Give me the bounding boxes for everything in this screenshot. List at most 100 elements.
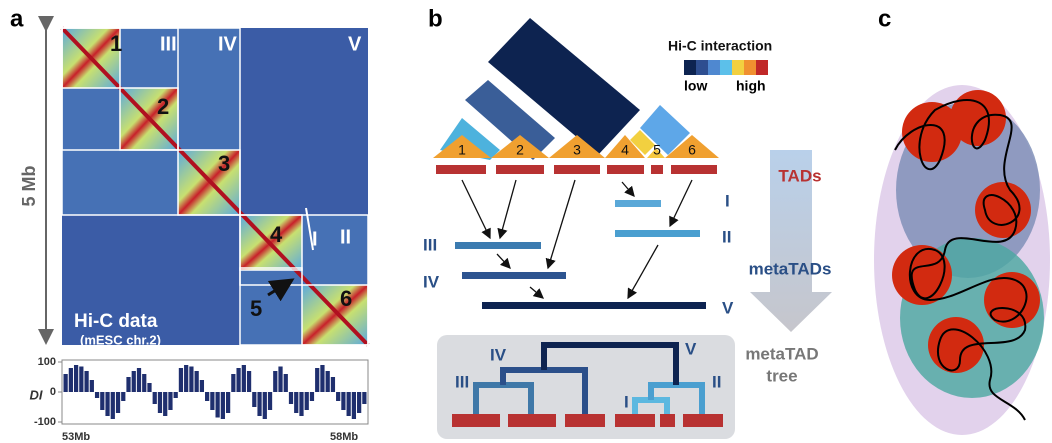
di-bar	[242, 365, 246, 392]
legend-scale	[684, 60, 768, 75]
panel-label: b	[428, 5, 443, 32]
di-bar	[315, 368, 319, 392]
di-bar	[231, 374, 235, 392]
di-bar	[357, 392, 361, 413]
axis-label: 5 Mb	[19, 165, 39, 206]
di-bar	[294, 392, 298, 413]
metatad-label: II	[722, 227, 731, 246]
stage-label: metaTAD	[745, 344, 818, 363]
di-bar	[210, 392, 214, 410]
di-bar	[95, 392, 99, 398]
di-bar	[320, 365, 324, 392]
di-bar	[200, 380, 204, 392]
stage-label: TADs	[778, 166, 821, 185]
tad-label: 1	[110, 31, 122, 56]
di-bar	[168, 392, 172, 410]
tad-label: 2	[157, 94, 169, 119]
di-bar	[284, 374, 288, 392]
di-bar	[147, 383, 151, 392]
di-bar	[179, 368, 183, 392]
metatad-label: IV	[423, 272, 440, 291]
di-bar	[111, 392, 115, 419]
metatad-label: III	[423, 235, 437, 254]
di-bar	[163, 392, 167, 416]
figure: a 5 Mb 1 2 3 4 5 6 I II III IV V Hi-C da…	[0, 0, 1052, 443]
metatad-bar	[482, 302, 706, 309]
metatad-bar	[455, 242, 541, 249]
di-bar	[257, 392, 261, 416]
di-label: DI	[30, 387, 43, 402]
di-bar	[100, 392, 104, 410]
tad-label: 5	[250, 296, 262, 321]
metatad-label: IV	[218, 33, 238, 55]
tad-label: 3	[218, 151, 230, 176]
di-bar	[153, 392, 157, 404]
y-tick-label: 100	[38, 356, 56, 368]
di-bar	[69, 368, 73, 392]
di-bar	[126, 377, 130, 392]
tree-label: III	[455, 372, 469, 391]
stage-label: metaTADs	[749, 259, 832, 278]
metatad-label: III	[160, 33, 177, 55]
y-tick-label: 0	[50, 386, 56, 398]
di-bar	[263, 392, 267, 419]
di-bar	[273, 371, 277, 392]
di-bar	[268, 392, 272, 410]
di-bar	[184, 365, 188, 392]
di-chart: -100 0 100	[34, 356, 367, 428]
metatad-label: I	[725, 191, 730, 210]
di-bar	[142, 374, 146, 392]
di-bar	[289, 392, 293, 404]
tad-label: 2	[516, 142, 524, 158]
di-bar	[326, 371, 330, 392]
x-label: 53Mb	[62, 431, 90, 443]
di-bar	[310, 392, 314, 401]
di-bar	[189, 367, 193, 393]
di-bar	[278, 367, 282, 393]
x-label: 58Mb	[330, 431, 358, 443]
metatad-bar	[615, 200, 661, 207]
legend-low: low	[684, 78, 707, 94]
subcaption: (mESC chr.2)	[80, 332, 161, 347]
di-bar	[205, 392, 209, 401]
di-bar	[137, 368, 141, 392]
tad-label: 4	[270, 222, 283, 247]
di-bar	[299, 392, 303, 416]
arrows	[462, 180, 692, 298]
di-bar	[252, 392, 256, 407]
tad-label: 5	[653, 142, 661, 158]
metatad-label: II	[340, 226, 351, 248]
tad-label: 6	[340, 286, 352, 311]
y-tick-label: -100	[34, 416, 56, 428]
tree-label: IV	[490, 345, 507, 364]
caption: Hi-C data	[74, 311, 158, 332]
tad-label: 6	[688, 142, 696, 158]
tad-label: 4	[621, 142, 629, 158]
metatad-bar	[615, 230, 700, 237]
tad-bars	[436, 165, 717, 174]
di-bar	[74, 365, 78, 392]
di-bar	[236, 368, 240, 392]
di-bar	[305, 392, 309, 410]
tree-label: I	[624, 392, 629, 411]
panel-label: c	[878, 5, 891, 32]
di-bar	[90, 380, 94, 392]
di-bar	[247, 371, 251, 392]
legend-high: high	[736, 78, 766, 94]
legend-title: Hi-C interaction	[668, 38, 772, 54]
di-bar	[64, 374, 68, 392]
tree-label: V	[685, 339, 697, 358]
di-bar	[132, 371, 136, 392]
tad-label: 3	[573, 142, 581, 158]
metatad-bar	[462, 272, 566, 279]
tad-label: 1	[458, 142, 466, 158]
metatad-label: V	[348, 33, 362, 55]
di-bar	[347, 392, 351, 416]
di-bar	[362, 392, 366, 404]
di-bar	[331, 377, 335, 392]
di-bar	[121, 392, 125, 401]
di-bar	[84, 371, 88, 392]
di-bar	[216, 392, 220, 418]
di-bar	[158, 392, 162, 413]
stage-label: tree	[766, 366, 797, 385]
